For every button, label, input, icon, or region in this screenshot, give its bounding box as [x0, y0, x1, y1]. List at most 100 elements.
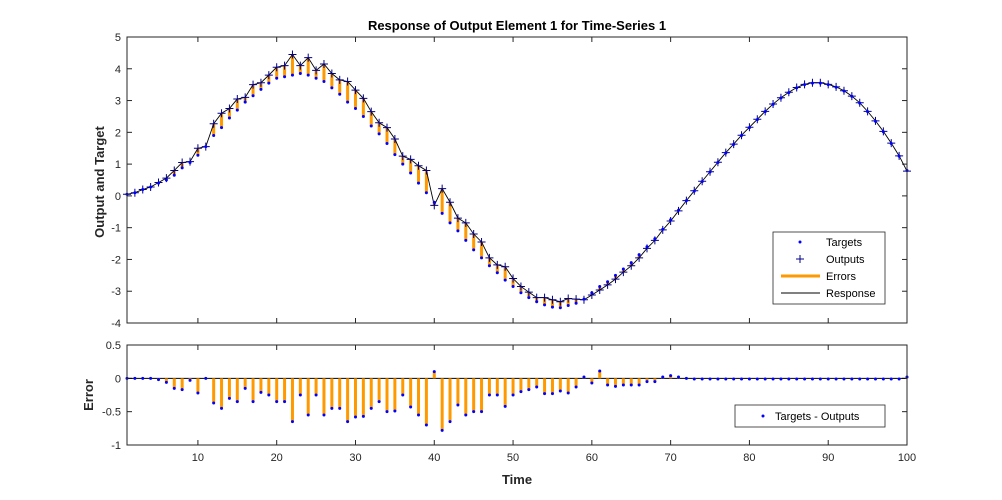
error-point	[645, 380, 649, 384]
output-point	[280, 61, 289, 70]
bottom-legend: Targets - Outputs	[734, 404, 886, 428]
target-point	[369, 124, 373, 128]
legend-response-label: Response	[826, 288, 876, 300]
target-point	[692, 189, 696, 193]
x-tick-label: 40	[428, 452, 440, 464]
target-point	[157, 181, 161, 185]
target-point	[755, 118, 759, 122]
error-point	[188, 378, 192, 382]
target-point	[196, 153, 200, 157]
error-point	[314, 393, 318, 397]
top-y-tick-label: 2	[115, 127, 121, 139]
target-point	[456, 229, 460, 233]
x-tick-label: 100	[898, 452, 916, 464]
output-point	[304, 53, 313, 62]
output-point	[249, 80, 258, 89]
output-point	[209, 119, 218, 128]
error-point	[157, 378, 161, 382]
target-point	[629, 261, 633, 265]
error-point	[432, 370, 436, 374]
output-point	[319, 60, 328, 69]
target-point	[527, 296, 531, 300]
error-point	[692, 377, 696, 381]
error-point	[550, 392, 554, 396]
target-point	[669, 218, 673, 222]
x-tick-label: 60	[586, 452, 598, 464]
top-axes-box	[126, 36, 908, 324]
target-point	[771, 102, 775, 106]
x-tick-label: 90	[822, 452, 834, 464]
top-y-tick-label: -4	[111, 318, 121, 330]
target-point	[353, 107, 357, 110]
error-point	[283, 400, 287, 404]
error-point	[440, 428, 444, 432]
output-point	[178, 158, 187, 167]
bottom-y-axis-label: Error	[81, 379, 96, 411]
error-point	[566, 391, 570, 395]
output-point	[241, 93, 250, 102]
error-point	[330, 406, 334, 410]
target-point	[322, 79, 326, 83]
error-point	[826, 377, 830, 381]
output-point	[469, 230, 478, 239]
bottom-plot-area	[125, 369, 909, 432]
target-point	[598, 284, 602, 288]
target-point	[275, 76, 279, 80]
top-axes: Response of Output Element 1 for Time-Se…	[92, 18, 911, 330]
target-point	[550, 305, 554, 309]
target-point	[606, 280, 610, 284]
target-point	[803, 83, 807, 87]
output-point	[383, 123, 391, 132]
target-point	[661, 227, 665, 231]
error-point	[590, 381, 594, 385]
error-point	[779, 377, 783, 381]
error-point	[377, 400, 381, 404]
error-point	[220, 406, 224, 410]
output-point	[335, 75, 344, 84]
output-point	[477, 237, 486, 246]
bottom-y-tick-label: -1	[111, 440, 121, 452]
error-point	[306, 413, 310, 417]
output-point	[453, 214, 462, 223]
error-point	[716, 377, 720, 381]
target-point	[330, 86, 334, 90]
output-point	[359, 94, 368, 103]
error-point	[456, 403, 460, 407]
output-point	[343, 77, 352, 86]
error-point	[401, 393, 405, 397]
error-point	[653, 380, 657, 384]
error-point	[235, 400, 239, 404]
error-point	[322, 413, 326, 417]
error-point	[527, 388, 531, 392]
top-y-tick-label: 3	[115, 96, 121, 108]
top-y-tick-label: -1	[111, 223, 121, 235]
error-point	[866, 377, 870, 381]
output-point	[225, 104, 234, 113]
error-point	[369, 406, 373, 410]
error-point	[558, 389, 562, 393]
target-point	[818, 81, 822, 85]
target-point	[574, 301, 578, 305]
target-point	[298, 72, 302, 76]
target-point	[810, 81, 814, 85]
error-point	[700, 377, 704, 381]
error-point	[897, 377, 901, 381]
top-legend: Targets Outputs Errors Response	[772, 231, 886, 305]
bottom-x-ticks: 10 20 30 40 50 60 70 80 90 100	[192, 345, 916, 464]
error-point	[448, 420, 452, 424]
error-point	[503, 404, 507, 408]
error-point	[227, 396, 231, 400]
legend-difference-marker	[761, 414, 765, 418]
target-point	[385, 141, 389, 145]
target-point	[834, 85, 838, 89]
error-point	[204, 376, 208, 380]
target-point	[235, 108, 239, 112]
target-point	[432, 200, 436, 204]
error-point	[149, 376, 153, 380]
output-point	[493, 260, 502, 269]
error-point	[842, 377, 846, 381]
target-point	[700, 180, 704, 184]
error-point	[684, 376, 688, 380]
output-point	[406, 155, 415, 164]
bottom-y-tick-label: -0.5	[102, 407, 121, 419]
